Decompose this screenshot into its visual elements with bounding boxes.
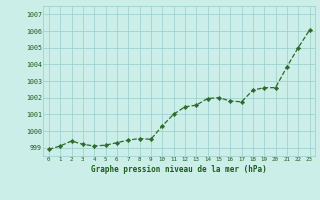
X-axis label: Graphe pression niveau de la mer (hPa): Graphe pression niveau de la mer (hPa) xyxy=(91,165,267,174)
